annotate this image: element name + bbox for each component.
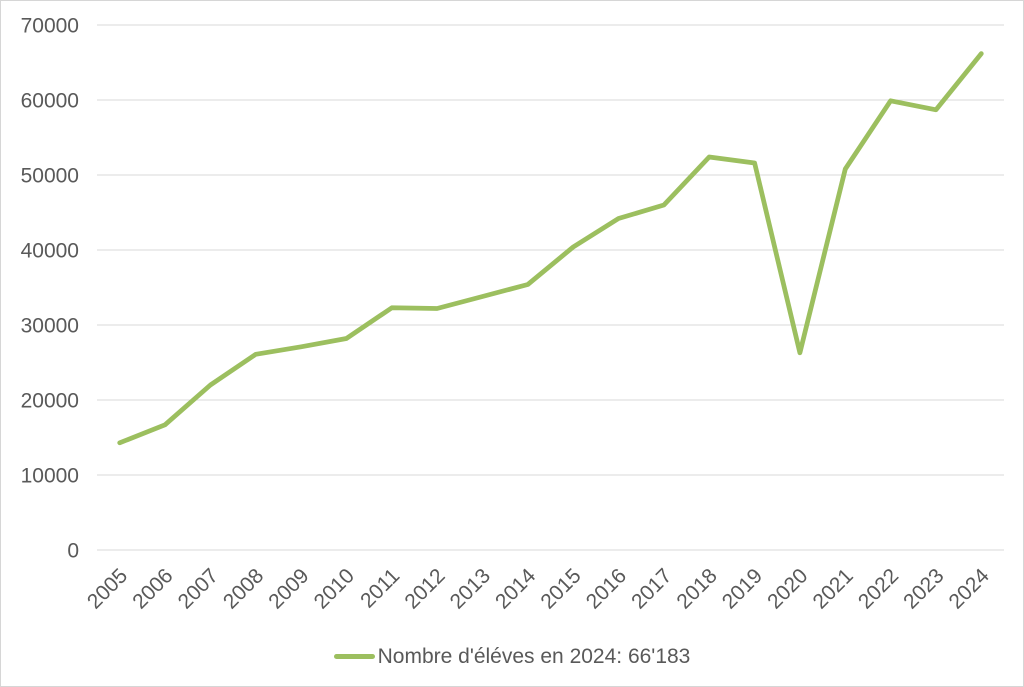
x-axis-tick-label: 2019 — [718, 564, 767, 613]
legend-label: Nombre d'éléves en 2024: 66'183 — [377, 644, 691, 668]
y-axis-tick-label: 50000 — [21, 165, 79, 188]
series-line — [117, 51, 984, 446]
x-axis-tick-label: 2022 — [854, 564, 903, 613]
y-axis-tick-label: 20000 — [21, 390, 79, 413]
y-axis-tick-label: 30000 — [21, 315, 79, 338]
x-axis-tick-label: 2015 — [536, 564, 585, 613]
legend: Nombre d'éléves en 2024: 66'183 — [1, 642, 1023, 670]
x-axis-tick-label: 2018 — [672, 564, 721, 613]
y-axis-tick-label: 70000 — [21, 15, 79, 38]
x-axis-tick-label: 2007 — [174, 564, 223, 613]
x-axis-tick-label: 2012 — [400, 564, 449, 613]
x-axis-tick-label: 2011 — [356, 564, 404, 612]
x-axis-tick-label: 2016 — [582, 564, 631, 613]
y-axis-tick-label: 40000 — [21, 240, 79, 263]
x-axis-tick-label: 2013 — [446, 564, 495, 613]
y-axis-tick-label: 0 — [67, 540, 79, 563]
x-axis-tick-label: 2009 — [264, 564, 313, 613]
y-axis-tick-label: 10000 — [21, 465, 79, 488]
x-axis-tick-label: 2006 — [128, 564, 177, 613]
x-axis-tick-label: 2010 — [310, 564, 359, 613]
x-axis-tick-label: 2021 — [809, 564, 858, 613]
legend-line-marker — [333, 653, 375, 659]
x-axis-tick-label: 2023 — [899, 564, 948, 613]
x-axis-tick-label: 2005 — [83, 564, 132, 613]
x-axis-tick-label: 2024 — [945, 564, 995, 614]
x-axis-tick-label: 2014 — [491, 564, 541, 614]
x-axis-tick-label: 2020 — [763, 564, 812, 613]
x-axis-tick-label: 2017 — [627, 564, 676, 613]
y-axis-tick-label: 60000 — [21, 90, 79, 113]
x-axis-tick-label: 2008 — [219, 564, 268, 613]
